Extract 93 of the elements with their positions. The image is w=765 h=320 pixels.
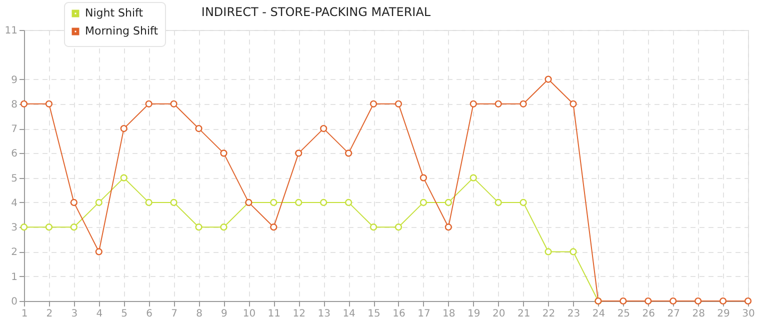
point [320, 198, 328, 206]
y-tick-label: 5 [11, 173, 18, 184]
point [270, 224, 278, 231]
point [520, 198, 527, 206]
point [394, 100, 402, 108]
x-tick-label: 27 [667, 308, 680, 320]
y-tick-label: 1 [11, 272, 18, 283]
point [70, 224, 78, 231]
y-tick-label: 8 [11, 99, 18, 110]
x-tick-label: 17 [418, 308, 430, 320]
x-tick-label: 29 [717, 308, 730, 320]
point [170, 198, 178, 206]
x-tick-label: 4 [96, 308, 103, 320]
x-tick-label: 24 [592, 308, 606, 320]
x-tick-label: 9 [221, 308, 228, 320]
point [694, 297, 702, 305]
x-tick-label: 8 [196, 308, 202, 320]
point [544, 248, 552, 256]
x-tick-label: 12 [292, 308, 306, 320]
point [670, 297, 677, 305]
point [520, 100, 527, 108]
x-tick-label: 26 [642, 308, 656, 320]
x-tick-label: 3 [71, 308, 78, 320]
x-tick-label: 16 [392, 308, 406, 320]
point [394, 224, 402, 231]
point [45, 224, 53, 231]
legend-label: Morning Shift [85, 24, 159, 38]
point [45, 100, 53, 108]
point [444, 198, 452, 206]
point [120, 124, 128, 132]
point [719, 297, 727, 305]
point [420, 174, 428, 182]
point [95, 248, 102, 256]
x-tick-label: 6 [146, 308, 153, 320]
point [344, 198, 352, 206]
point [70, 198, 78, 206]
point [320, 124, 328, 132]
x-tick-label: 21 [517, 308, 530, 320]
x-tick-label: 18 [442, 308, 456, 320]
y-tick-label: 0 [11, 296, 18, 308]
point [570, 248, 577, 256]
x-tick-label: 23 [567, 308, 580, 320]
x-tick-label: 22 [542, 308, 556, 320]
y-tick-label: 4 [11, 198, 18, 209]
x-tick-label: 13 [318, 308, 330, 320]
point [444, 224, 452, 231]
legend-label: Night Shift [85, 6, 144, 20]
point [120, 174, 128, 182]
point [145, 100, 152, 108]
y-tick-label: 3 [11, 222, 18, 234]
point [220, 150, 228, 157]
point [95, 198, 102, 206]
point [170, 100, 178, 108]
point [494, 100, 502, 108]
point [544, 76, 552, 83]
x-tick-label: 20 [492, 308, 506, 320]
point [270, 198, 278, 206]
x-tick-label: 25 [617, 308, 630, 320]
x-tick-label: 1 [21, 308, 28, 320]
y-tick-label: 6 [11, 148, 18, 160]
point [220, 224, 228, 231]
x-tick-label: 10 [242, 308, 256, 320]
chart-title: INDIRECT - STORE-PACKING MATERIAL [201, 5, 431, 19]
point [195, 124, 202, 132]
point [20, 224, 28, 231]
point [20, 100, 28, 108]
point [145, 198, 152, 206]
x-tick-label: 19 [468, 308, 480, 320]
point [420, 198, 428, 206]
x-tick-label: 14 [342, 308, 356, 320]
point [570, 100, 577, 108]
point [470, 174, 477, 182]
x-tick-label: 15 [368, 308, 380, 320]
y-tick-label: 7 [11, 124, 18, 136]
point [644, 297, 652, 305]
point [620, 297, 627, 305]
point [470, 100, 477, 108]
x-tick-label: 30 [742, 308, 755, 320]
y-tick-label: 9 [11, 74, 18, 86]
point [295, 198, 302, 206]
y-tick-label: 11 [4, 26, 18, 36]
point [370, 224, 378, 231]
x-tick-label: 28 [692, 308, 705, 320]
x-tick-label: 11 [268, 308, 281, 320]
point [494, 198, 502, 206]
y-tick-label: 2 [11, 247, 18, 258]
x-tick-label: 7 [171, 308, 178, 320]
point [295, 150, 302, 157]
point [344, 150, 352, 157]
point [195, 224, 202, 231]
x-tick-label: 5 [121, 308, 128, 320]
point [370, 100, 378, 108]
x-tick-label: 2 [46, 308, 53, 320]
